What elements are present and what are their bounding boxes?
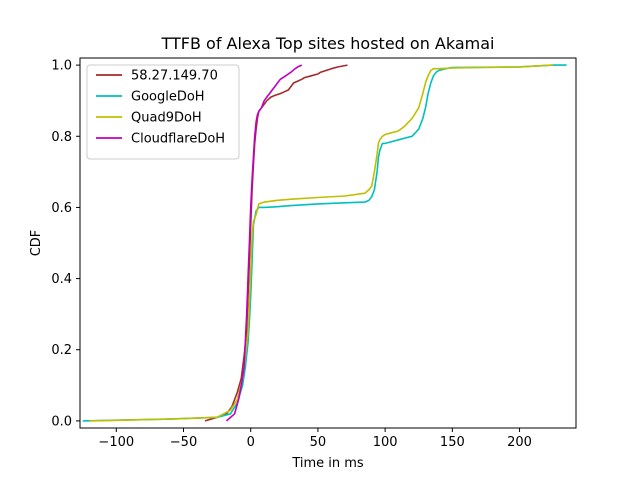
legend-label: CloudflareDoH: [131, 132, 225, 147]
legend-label: 58.27.149.70: [131, 69, 218, 84]
x-tick-label: 200: [507, 435, 532, 450]
x-tick-label: 0: [247, 435, 255, 450]
x-axis-label: Time in ms: [291, 456, 364, 471]
x-tick-label: 150: [440, 435, 465, 450]
x-tick-label: 100: [373, 435, 398, 450]
legend-label: Quad9DoH: [131, 111, 202, 126]
y-axis-label: CDF: [29, 230, 44, 257]
x-tick-label: −100: [98, 435, 134, 450]
y-tick-label: 0.0: [51, 414, 72, 429]
y-axis: 0.0 0.2 0.4 0.6 0.8 1.0: [51, 59, 80, 429]
y-tick-label: 1.0: [51, 59, 72, 74]
x-tick-label: −50: [170, 435, 197, 450]
plot-area: [79, 57, 577, 429]
series-line-quad9doh: [89, 64, 554, 422]
legend: 58.27.149.70 GoogleDoH Quad9DoH CloudflareD…: [86, 64, 240, 160]
x-tick-label: 50: [310, 435, 327, 450]
series-line-cloudflaredoh: [225, 64, 303, 422]
y-tick-label: 0.4: [51, 272, 72, 287]
legend-label: GoogleDoH: [131, 90, 205, 105]
y-tick-label: 0.2: [51, 343, 72, 358]
chart-title: TTFB of Alexa Top sites hosted on Akamai: [161, 34, 495, 53]
y-tick-label: 0.6: [51, 201, 72, 216]
x-axis: −100 −50 0 50 100 150 200: [98, 428, 532, 450]
y-tick-label: 0.8: [51, 130, 72, 145]
legend-box: [86, 64, 240, 160]
series-layer: [82, 64, 567, 422]
axes-frame: [79, 57, 577, 429]
